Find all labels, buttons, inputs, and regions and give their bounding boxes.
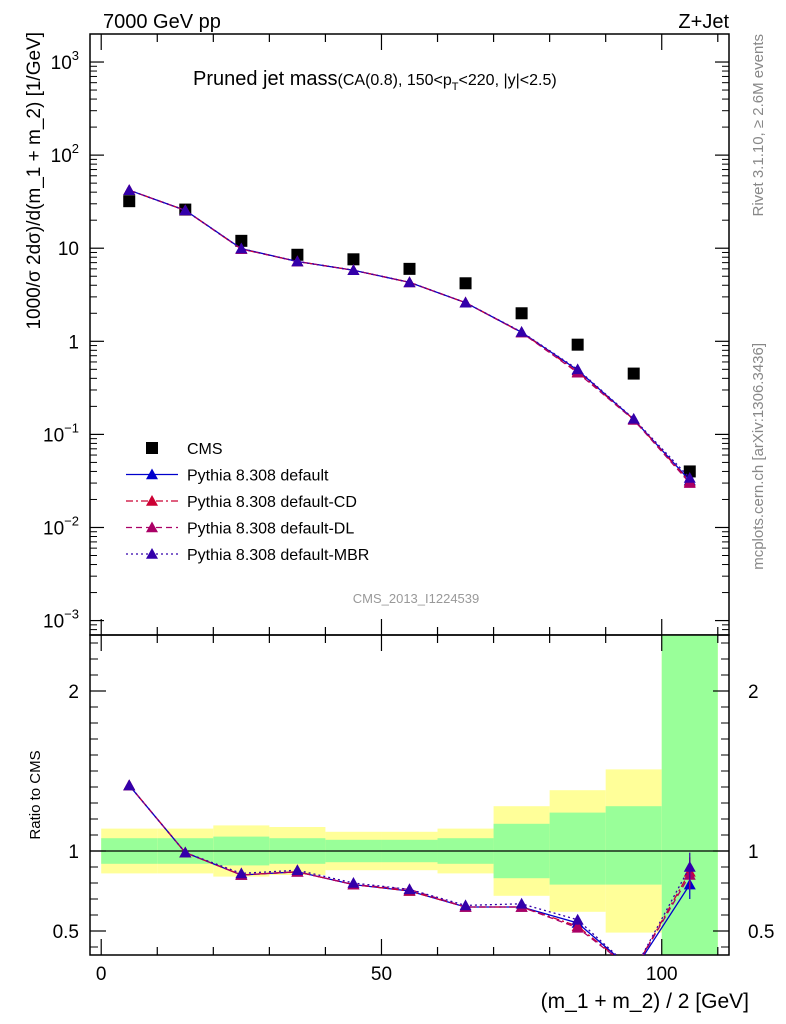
series-point-mbr [347, 264, 360, 276]
x-axis-label: (m_1 + m_2) / 2 [GeV] [541, 990, 749, 1013]
legend-marker-mbr [146, 548, 158, 559]
ratio-frame [89, 634, 730, 956]
main-y-tick-exp: −3 [64, 607, 79, 622]
legend-label: Pythia 8.308 default-MBR [187, 547, 369, 564]
ratio-point-default [628, 965, 640, 976]
legend-label: CMS [187, 441, 223, 458]
series-line-mbr [129, 189, 691, 479]
main-title-suffix-post: <220, |y|<2.5) [459, 72, 557, 89]
ratio-point-dl [571, 921, 584, 933]
cms-data-point [627, 367, 640, 380]
ratio-line-dl [128, 784, 691, 955]
main-title-name: Pruned jet mass [193, 68, 338, 90]
ratio-series-group [123, 779, 696, 976]
ratio-point-cd [628, 965, 640, 976]
cms-data-point [571, 338, 584, 351]
main-y-tick-label: 10−2 [43, 513, 79, 539]
main-y-tick-base: 10 [51, 146, 72, 167]
series-point-mbr [123, 184, 136, 195]
main-title: Pruned jet mass(CA(0.8), 150<pT<220, |y|… [193, 68, 557, 93]
legend-marker-default [146, 468, 158, 480]
series-point-mbr [459, 296, 472, 308]
header-right: Z+Jet [678, 11, 729, 33]
ratio-x-tick-label: 100 [646, 964, 678, 985]
main-title-suffix-pre: (CA(0.8), 150<p [338, 72, 452, 89]
ratio-point-mbr [459, 899, 472, 911]
main-y-tick-label: 103 [51, 48, 79, 74]
series-point-mbr [571, 363, 584, 375]
analysis-id: CMS_2013_I1224539 [353, 591, 480, 606]
cms-data-point [235, 234, 248, 247]
ratio-point-mbr [628, 965, 640, 976]
rivet-label: Rivet 3.1.10, ≥ 2.6M events [750, 34, 767, 217]
ratio-point-mbr [347, 877, 360, 888]
ratio-y-tick-label-right: 1 [748, 842, 759, 863]
ratio-point-mbr [235, 867, 248, 879]
cms-data-point [459, 277, 472, 290]
main-y-tick-label: 102 [51, 141, 79, 167]
series-point-mbr [235, 242, 248, 254]
legend-marker-data [146, 442, 158, 454]
series-point-mbr [683, 472, 696, 483]
header-left: 7000 GeV pp [103, 11, 221, 33]
series-point-mbr [515, 325, 528, 337]
main-y-tick-base: 10 [58, 239, 79, 260]
main-y-tick-exp: −2 [64, 513, 79, 528]
ratio-point-mbr [403, 883, 416, 895]
ratio-y-tick-label-right: 0.5 [748, 922, 774, 943]
main-y-tick-label: 10−1 [43, 420, 79, 446]
legend-label: Pythia 8.308 default-CD [187, 494, 357, 511]
ratio-y-tick-label: 2 [68, 682, 79, 703]
cms-data-point [515, 307, 528, 320]
main-frame [89, 33, 730, 636]
ratio-y-tick-label: 0.5 [53, 922, 79, 943]
main-y-tick-base: 1 [68, 332, 79, 353]
ratio-x-tick-label: 50 [371, 964, 392, 985]
series-point-mbr [291, 255, 304, 267]
main-y-tick-label: 1 [68, 332, 79, 353]
series-point-mbr [179, 204, 192, 216]
main-y-tick-exp: 3 [72, 48, 79, 63]
ratio-point-mbr [123, 779, 136, 791]
ratio-point-mbr [179, 846, 192, 858]
legend-marker-dl [146, 521, 158, 533]
ratio-point-mbr [515, 897, 528, 909]
cms-data-point [291, 248, 304, 261]
main-y-tick-base: 10 [43, 518, 64, 539]
legend-label: Pythia 8.308 default [187, 468, 329, 485]
series-line-default [129, 189, 691, 481]
main-y-tick-exp: −1 [64, 420, 79, 435]
ratio-band-inner [661, 635, 718, 955]
series-point-mbr [403, 276, 416, 288]
main-title-suffix-sub: T [452, 81, 459, 93]
ratio-y-tick-label-right: 2 [748, 682, 759, 703]
main-y-tick-base: 10 [43, 425, 64, 446]
ratio-point-dl [628, 965, 640, 976]
ratio-band-inner [549, 812, 606, 885]
main-y-tick-base: 10 [43, 612, 64, 633]
main-y-tick-exp: 2 [72, 141, 79, 156]
main-y-tick-label: 10 [58, 239, 79, 260]
cms-data-point [347, 253, 360, 266]
cms-data-point [403, 262, 416, 275]
ratio-line-mbr [128, 784, 691, 955]
series-line-dl [129, 189, 691, 484]
ratio-x-tick-label: 0 [96, 964, 107, 985]
ratio-y-tick-label: 1 [68, 842, 79, 863]
ratio-point-mbr [291, 864, 304, 875]
legend-label: Pythia 8.308 default-DL [187, 521, 354, 538]
cms-data-point [123, 195, 136, 208]
ratio-ylabel: Ratio to CMS [27, 750, 44, 839]
series-line-cd [129, 189, 691, 483]
ratio-point-mbr [571, 913, 584, 925]
main-ylabel: 1000/σ 2dσ)/d(m_1 + m_2) [1/GeV] [24, 32, 45, 330]
ratio-point-mbr [683, 861, 696, 872]
main-y-tick-base: 10 [51, 53, 72, 74]
main-y-tick-label: 10−3 [43, 607, 79, 633]
mcplots-label: mcplots.cern.ch [arXiv:1306.3436] [750, 343, 767, 570]
series-point-mbr [627, 412, 640, 424]
legend-marker-cd [146, 495, 158, 506]
ratio-band-inner [605, 806, 662, 885]
